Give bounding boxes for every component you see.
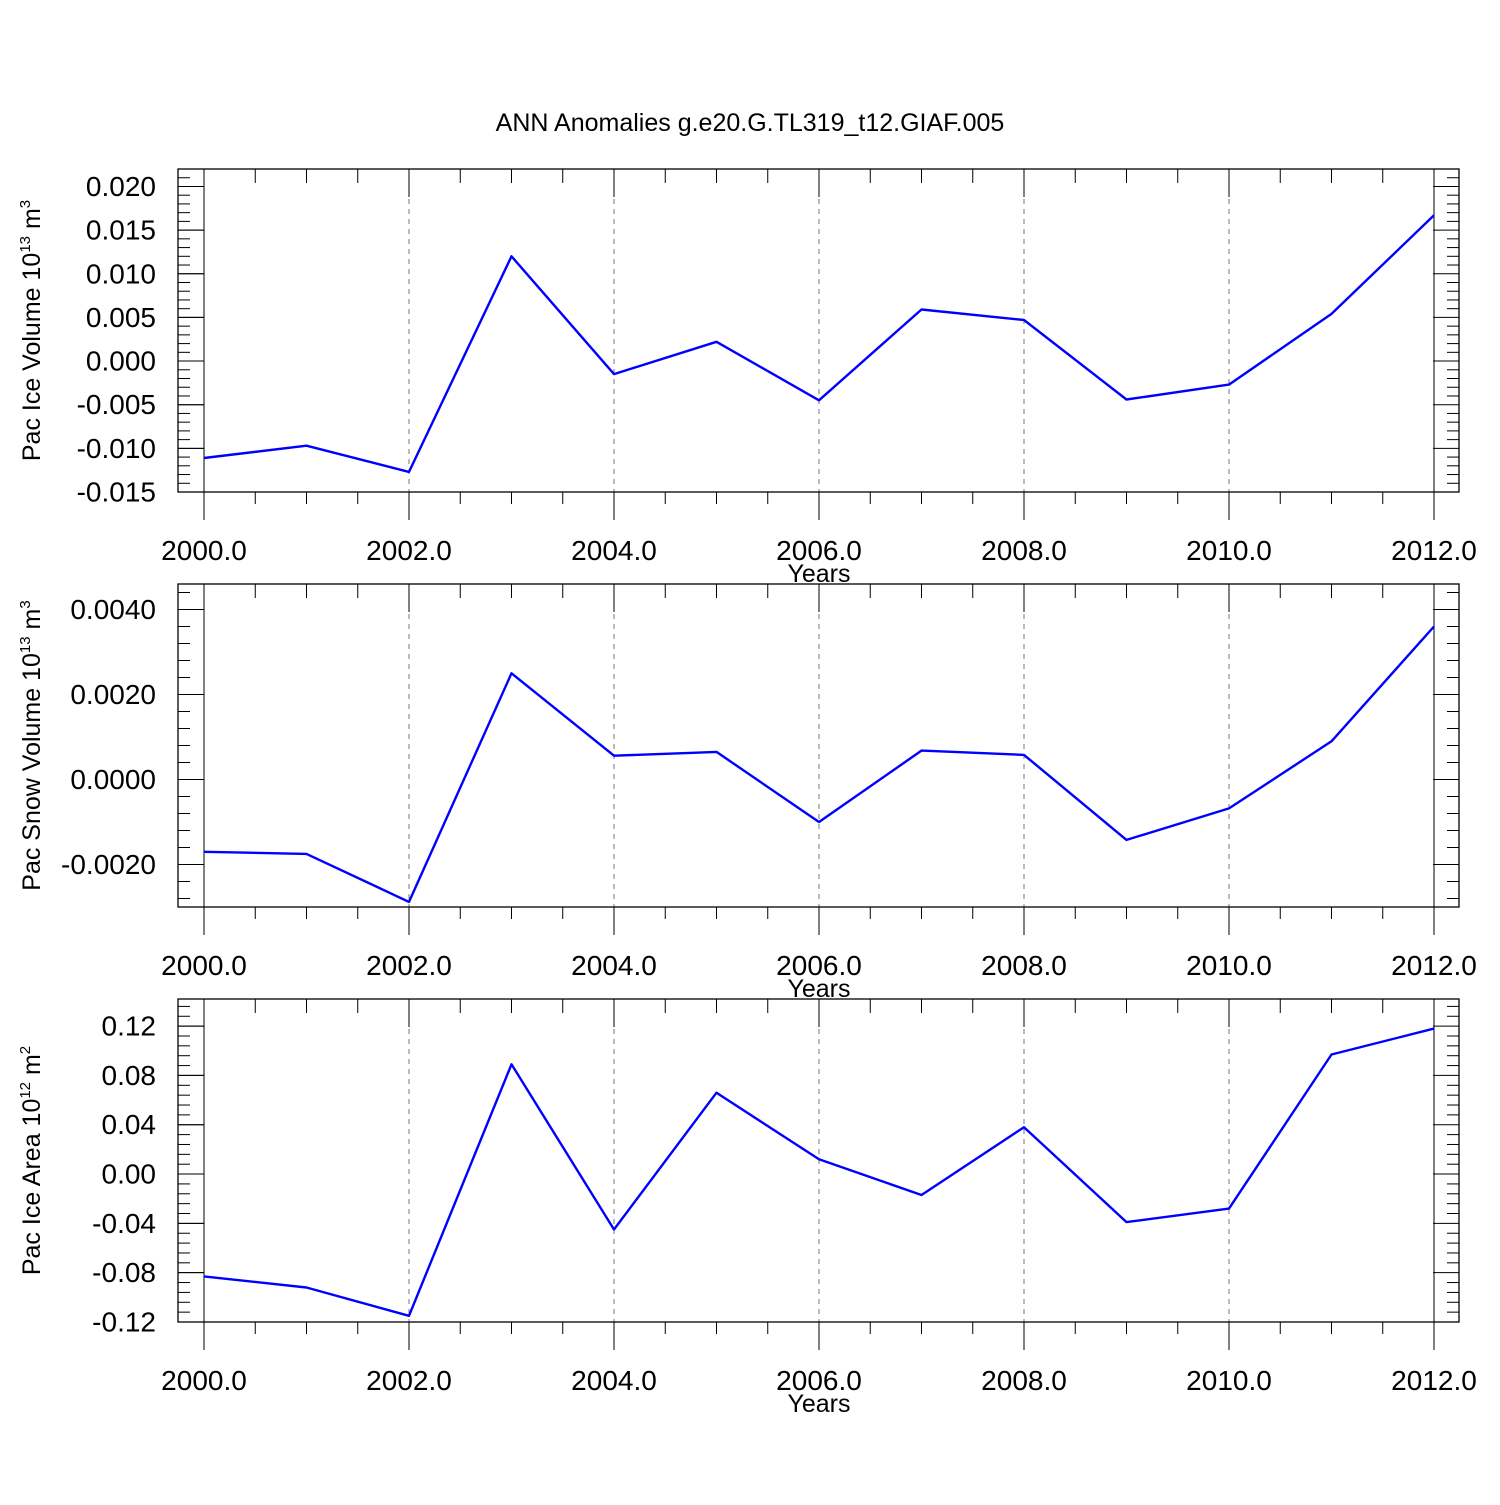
x-tick-label: 2004.0 xyxy=(571,1365,657,1396)
x-tick-label: 2000.0 xyxy=(161,535,247,566)
x-tick-label: 2000.0 xyxy=(161,950,247,981)
x-tick-label: 2006.0 xyxy=(776,1365,862,1396)
y-axis-label-unit: m xyxy=(18,609,46,637)
x-tick-label: 2010.0 xyxy=(1186,1365,1272,1396)
x-tick-label: 2004.0 xyxy=(571,950,657,981)
y-axis-label-unit-exponent: 3 xyxy=(17,600,34,608)
y-axis-label-unit-exponent: 2 xyxy=(17,1046,34,1054)
x-tick-label: 2006.0 xyxy=(776,535,862,566)
series-line-1 xyxy=(203,625,1435,904)
x-tick-label: 2006.0 xyxy=(776,950,862,981)
series-line-1 xyxy=(203,214,1435,474)
y-axis-label-text: Pac Snow Volume 10 xyxy=(18,653,46,891)
x-tick-label: 2002.0 xyxy=(366,950,452,981)
y-tick-label: -0.005 xyxy=(77,389,156,420)
x-tick-label: 2010.0 xyxy=(1186,950,1272,981)
y-axis-label-unit: m xyxy=(18,1054,46,1082)
x-tick-label: 2002.0 xyxy=(366,1365,452,1396)
figure-title: ANN Anomalies g.e20.G.TL319_t12.GIAF.005 xyxy=(496,109,1005,137)
x-tick-label: 2008.0 xyxy=(981,535,1067,566)
x-tick-label: 2008.0 xyxy=(981,1365,1067,1396)
y-axis-label: Pac Ice Area 1012 m2 xyxy=(17,1046,46,1275)
y-axis-label-exponent: 13 xyxy=(17,236,34,253)
chart-panel-3: 2000.0 2002.0 2004.0 2006.0 2008.0 2010.0 2012… xyxy=(17,998,1477,1418)
y-tick-label: 0.000 xyxy=(86,346,156,377)
y-tick-label: -0.12 xyxy=(92,1307,156,1338)
y-tick-label: -0.0020 xyxy=(61,849,156,880)
y-tick-label: 0.010 xyxy=(86,258,156,289)
y-axis-label-unit: m xyxy=(18,208,46,236)
chart-panel-1: 2000.0 2002.0 2004.0 2006.0 2008.0 2010.0 2012… xyxy=(17,168,1477,588)
y-axis-label-exponent: 13 xyxy=(17,636,34,653)
y-tick-label: 0.12 xyxy=(102,1011,157,1042)
y-tick-label: -0.010 xyxy=(77,433,156,464)
y-tick-label: -0.08 xyxy=(92,1257,156,1288)
y-tick-label: 0.0020 xyxy=(70,679,156,710)
x-tick-label: 2002.0 xyxy=(366,535,452,566)
y-axis-label-text: Pac Ice Volume 10 xyxy=(18,253,46,461)
x-axis-label: Years xyxy=(787,975,850,1003)
y-tick-label: 0.020 xyxy=(86,171,156,202)
x-axis-label: Years xyxy=(787,1390,850,1418)
y-tick-label: 0.00 xyxy=(102,1159,157,1190)
x-tick-label: 2008.0 xyxy=(981,950,1067,981)
x-tick-label: 2012.0 xyxy=(1391,950,1477,981)
x-tick-label: 2012.0 xyxy=(1391,1365,1477,1396)
x-tick-label: 2010.0 xyxy=(1186,535,1272,566)
y-axis-label: Pac Ice Volume 1013 m3 xyxy=(17,200,46,461)
x-axis-label: Years xyxy=(787,560,850,588)
y-tick-label: 0.04 xyxy=(102,1109,157,1140)
y-axis-label-unit-exponent: 3 xyxy=(17,200,34,208)
y-tick-label: 0.08 xyxy=(102,1060,157,1091)
y-tick-label: 0.015 xyxy=(86,215,156,246)
y-tick-label: 0.005 xyxy=(86,302,156,333)
y-tick-label: -0.04 xyxy=(92,1208,156,1239)
x-tick-label: 2012.0 xyxy=(1391,535,1477,566)
x-tick-label: 2004.0 xyxy=(571,535,657,566)
chart-panel-2: 2000.0 2002.0 2004.0 2006.0 2008.0 2010.0 2012… xyxy=(17,583,1477,1003)
y-tick-label: 0.0040 xyxy=(70,594,156,625)
series-line-1 xyxy=(203,1027,1435,1318)
y-axis-label-text: Pac Ice Area 10 xyxy=(18,1099,46,1276)
y-axis-label: Pac Snow Volume 1013 m3 xyxy=(17,600,46,890)
y-tick-label: 0.0000 xyxy=(70,764,156,795)
y-axis-label-exponent: 12 xyxy=(17,1082,34,1099)
y-tick-label: -0.015 xyxy=(77,477,156,508)
x-tick-label: 2000.0 xyxy=(161,1365,247,1396)
